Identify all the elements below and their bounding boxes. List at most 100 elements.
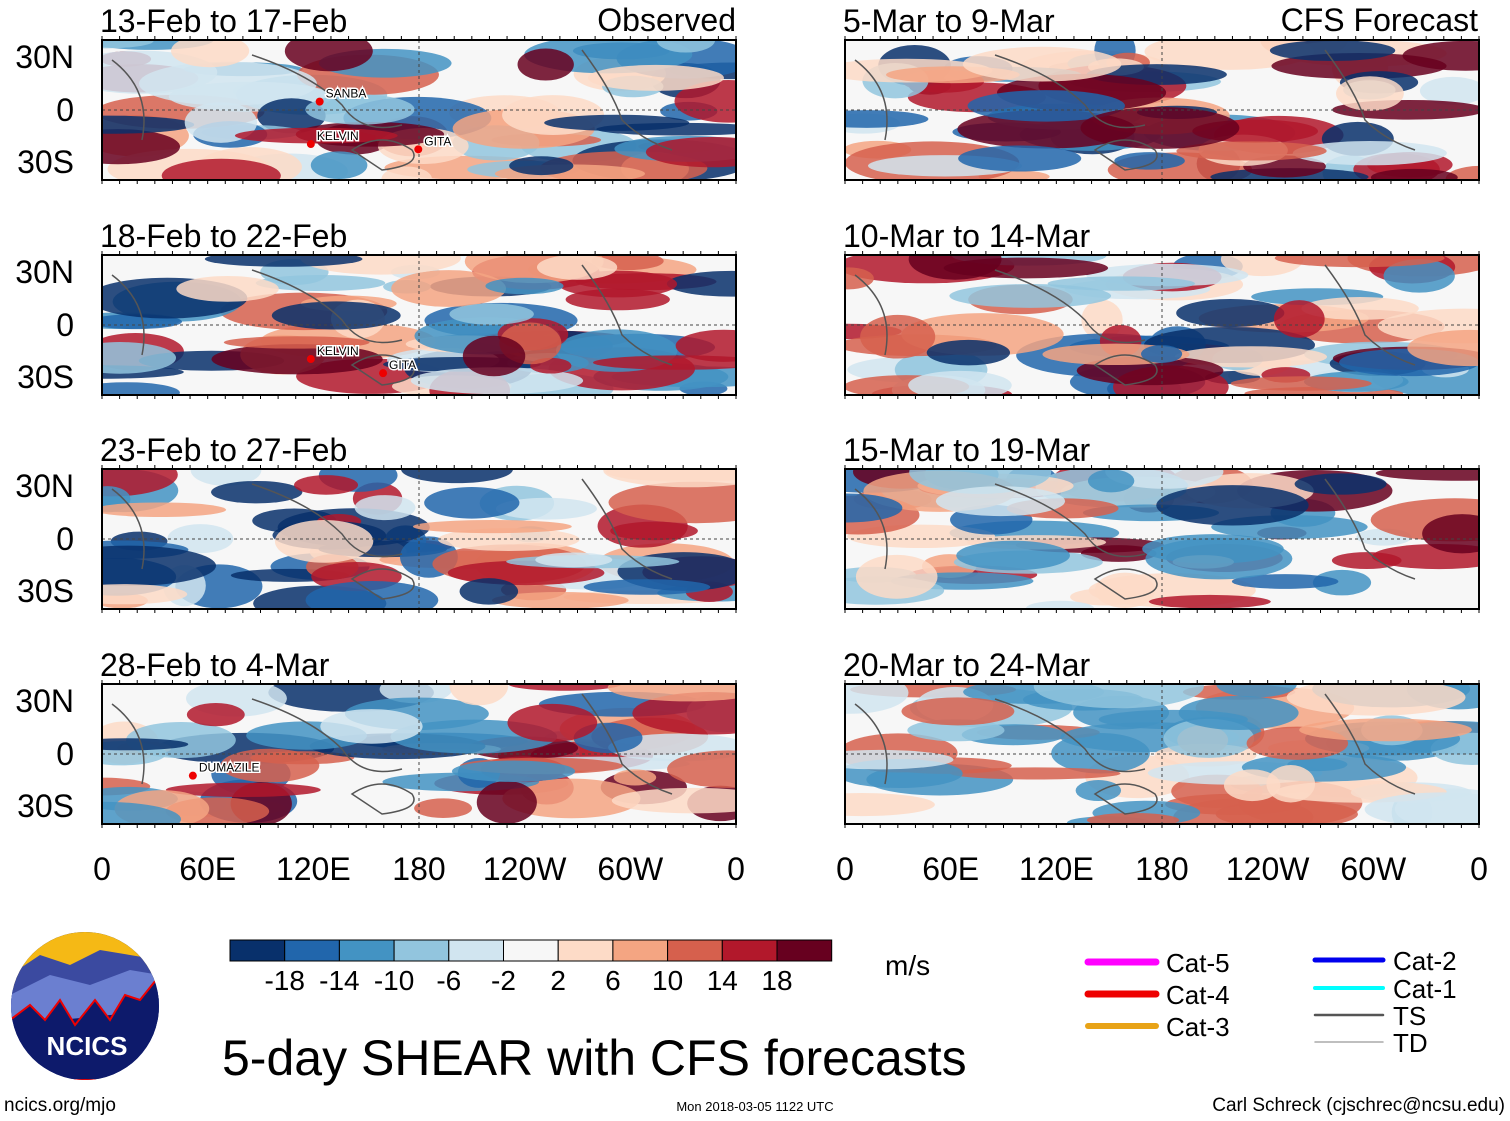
credit: Carl Schreck (cjschrec@ncsu.edu) (1212, 1095, 1505, 1116)
shear-anomaly-patch (1301, 297, 1419, 320)
shear-anomaly-patch (449, 684, 509, 706)
storm-name: SANBA (326, 87, 367, 101)
shear-anomaly-patch (1156, 485, 1309, 526)
lat-label: 30S (17, 573, 74, 609)
shear-anomaly-patch (666, 270, 736, 297)
shear-anomaly-patch (211, 344, 383, 375)
timestamp: Mon 2018-03-05 1122 UTC (676, 1099, 833, 1114)
shear-anomaly-patch (1422, 514, 1479, 554)
shear-anomaly-patch (611, 787, 736, 814)
shear-anomaly-patch (1294, 473, 1387, 495)
shear-anomaly-patch (102, 545, 217, 586)
source-url[interactable]: ncics.org/mjo (4, 1095, 116, 1116)
map-panel: 20-Mar to 24-Mar (843, 647, 1480, 828)
shear-anomaly-patch (305, 581, 439, 609)
storm-name: GITA (389, 358, 416, 372)
shear-anomaly-patch (845, 793, 935, 817)
shear-anomaly-patch (459, 578, 519, 605)
shear-anomaly-patch (1025, 600, 1095, 609)
map-panel: 18-Feb to 22-Feb 30N 0 30S KELVIN GITA (15, 218, 737, 399)
shear-anomaly-patch (1178, 695, 1299, 731)
shear-anomaly-patch (536, 255, 618, 280)
storm-marker (188, 771, 197, 780)
colorbar-label: 10 (652, 965, 683, 996)
panel-date-label: 20-Mar to 24-Mar (843, 647, 1091, 683)
panel-date-label: 28-Feb to 4-Mar (100, 647, 330, 683)
shear-anomaly-patch (674, 80, 736, 123)
shear-anomaly-patch (102, 584, 188, 605)
shear-anomaly-patch (424, 487, 520, 519)
lat-label: 30N (15, 683, 74, 719)
shear-anomaly-patch (204, 255, 363, 267)
shear-anomaly-patch (102, 502, 227, 518)
shear-anomaly-patch (1273, 300, 1325, 338)
shear-anomaly-patch (1148, 594, 1271, 609)
shear-anomaly-patch (1274, 255, 1445, 268)
shear-anomaly-patch (958, 145, 1082, 172)
colorbar-swatch (667, 939, 723, 962)
shear-anomaly-patch (1223, 769, 1281, 802)
storm-marker (414, 145, 423, 154)
shear-anomaly-patch (1286, 684, 1466, 716)
shear-anomaly-patch (1407, 329, 1479, 367)
shear-anomaly-patch (176, 275, 279, 302)
shear-anomaly-patch (102, 129, 181, 165)
shear-anomaly-patch (855, 554, 938, 599)
colorbar-label: 18 (761, 965, 792, 996)
colorbar-swatch (393, 939, 450, 962)
shear-anomaly-patch (1070, 588, 1141, 606)
colorbar-swatch (612, 939, 669, 962)
storm-marker (306, 140, 315, 149)
lon-label: 120E (1019, 851, 1094, 887)
colorbar-label: -6 (436, 965, 461, 996)
coastline (111, 693, 673, 815)
lat-label: 30N (15, 468, 74, 504)
shear-anomaly-patch (1144, 40, 1315, 70)
colorbar-label: 2 (550, 965, 566, 996)
coastline (854, 49, 1416, 171)
shear-anomaly-patch (587, 64, 724, 91)
shear-anomaly-patch (310, 151, 368, 180)
map-panel: 13-Feb to 17-Feb 30N 0 30S SANBA KELVIN GITA (15, 3, 737, 184)
shear-anomaly-patch (845, 267, 874, 290)
shear-anomaly-patch (1383, 259, 1455, 293)
shear-anomaly-patch (186, 703, 245, 727)
shear-anomaly-patch (517, 48, 574, 81)
legend-label: TD (1393, 1028, 1428, 1058)
lon-label: 0 (836, 851, 854, 887)
shear-anomaly-patch (381, 166, 432, 180)
forecast-header: CFS Forecast (1281, 2, 1478, 38)
shear-anomaly-patch (583, 579, 711, 595)
lat-label: 30N (15, 254, 74, 290)
colorbar-swatch (557, 939, 614, 962)
lon-label: 0 (93, 851, 111, 887)
panel-date-label: 15-Mar to 19-Mar (843, 432, 1091, 468)
shear-anomaly-patch (535, 552, 613, 568)
shear-anomaly-patch (1087, 469, 1135, 493)
shear-anomaly-patch (1419, 76, 1479, 105)
shear-anomaly-patch (1080, 106, 1240, 149)
lon-label: 60E (922, 851, 979, 887)
map-panel: 23-Feb to 27-Feb 30N 0 30S (15, 432, 737, 613)
legend-label: Cat-1 (1393, 974, 1457, 1004)
shear-anomaly-patch (1230, 376, 1372, 391)
legend-label: Cat-3 (1166, 1012, 1230, 1042)
lon-label: 60E (179, 851, 236, 887)
observed-header: Observed (597, 2, 736, 38)
colorbar-swatch (721, 939, 778, 962)
map-panel: 10-Mar to 14-Mar (843, 218, 1480, 399)
shear-anomaly-patch (645, 136, 736, 168)
shear-anomaly-patch (1141, 345, 1183, 363)
shear-anomaly-patch (184, 102, 258, 143)
lat-label: 0 (56, 521, 74, 557)
map-panel: 15-Mar to 19-Mar (843, 432, 1480, 613)
shear-anomaly-patch (412, 519, 572, 534)
storm-name: DUMAZILE (199, 761, 260, 775)
shear-anomaly-patch (234, 127, 398, 144)
shear-anomaly-patch (607, 684, 736, 702)
colorbar-label: -2 (491, 965, 516, 996)
lon-label: 60W (1340, 851, 1407, 887)
lon-label: 180 (1135, 851, 1188, 887)
shear-anomaly-patch (845, 493, 903, 523)
